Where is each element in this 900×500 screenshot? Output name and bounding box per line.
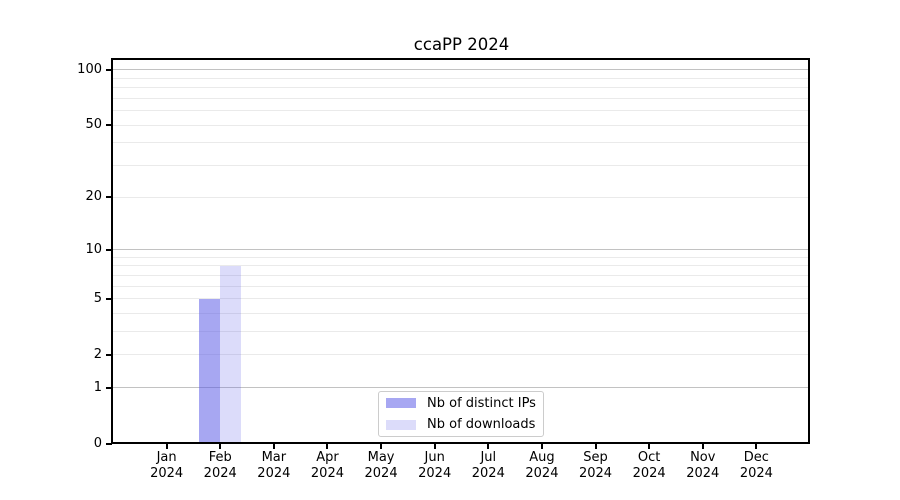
gridline-minor-3 [113, 331, 810, 333]
x-tick-label-apr: Apr 2024 [300, 450, 354, 481]
chart-title: ccaPP 2024 [413, 35, 510, 54]
y-tick-label-1: 1 [93, 379, 102, 395]
x-tick-sep [594, 444, 597, 449]
x-tick-oct [648, 444, 651, 449]
y-tick-50 [106, 124, 112, 127]
x-tick-label-mar: Mar 2024 [247, 450, 301, 481]
y-tick-5 [106, 297, 112, 300]
bar-feb-series1 [220, 265, 242, 444]
x-tick-jul [487, 444, 490, 449]
gridline-major-1 [113, 387, 810, 389]
gridline-minor-20 [113, 196, 810, 198]
plot-frame [111, 58, 810, 444]
x-tick-month: Feb [208, 450, 232, 465]
gridline-minor-90 [113, 77, 810, 79]
y-tick-10 [106, 248, 112, 251]
gridline-minor-70 [113, 97, 810, 99]
y-tick-20 [106, 196, 112, 199]
x-tick-year: 2024 [739, 465, 773, 481]
x-tick-year: 2024 [525, 465, 559, 481]
x-tick-month: Mar [261, 450, 287, 465]
x-tick-year: 2024 [257, 465, 291, 481]
y-tick-label-5: 5 [93, 290, 102, 306]
x-tick-year: 2024 [471, 465, 505, 481]
gridline-minor-50 [113, 124, 810, 126]
legend-swatch-downloads-icon [386, 419, 416, 430]
legend-label-downloads: Nb of downloads [427, 417, 536, 433]
x-tick-label-nov: Nov 2024 [676, 450, 730, 481]
y-tick-label-0: 0 [93, 436, 102, 451]
x-tick-mar [272, 444, 275, 449]
x-tick-label-jan: Jan 2024 [140, 450, 194, 481]
x-tick-month: Jan [156, 450, 177, 465]
x-tick-label-may: May 2024 [354, 450, 408, 481]
x-tick-month: Jun [424, 450, 445, 465]
x-tick-month: Aug [529, 450, 555, 465]
y-tick-label-2: 2 [93, 346, 102, 362]
y-tick-label-10: 10 [85, 241, 102, 257]
legend-item-distinct-ips: Nb of distinct IPs [379, 394, 543, 413]
x-tick-aug [540, 444, 543, 449]
x-tick-label-feb: Feb 2024 [193, 450, 247, 481]
x-tick-year: 2024 [578, 465, 613, 481]
x-tick-month: Dec [743, 450, 769, 465]
x-tick-year: 2024 [310, 465, 344, 481]
x-tick-year: 2024 [150, 465, 184, 481]
legend-label-distinct-ips: Nb of distinct IPs [427, 395, 536, 411]
gridline-minor-5 [113, 298, 810, 300]
gridline-minor-2 [113, 354, 810, 356]
x-tick-label-sep: Sep 2024 [569, 450, 623, 481]
x-tick-feb [219, 444, 222, 449]
x-tick-label-oct: Oct 2024 [622, 450, 676, 481]
x-tick-year: 2024 [364, 465, 398, 481]
x-tick-nov [701, 444, 704, 449]
x-tick-month: Jul [480, 450, 497, 465]
x-tick-month: Apr [316, 450, 339, 465]
gridline-minor-8 [113, 265, 810, 267]
gridline-major-10 [113, 249, 810, 251]
legend: Nb of distinct IPs Nb of downloads [378, 391, 544, 437]
x-tick-label-jun: Jun 2024 [408, 450, 462, 481]
legend-item-downloads: Nb of downloads [379, 416, 543, 435]
gridline-minor-6 [113, 285, 810, 287]
x-tick-dec [755, 444, 758, 449]
y-tick-1 [106, 386, 112, 389]
gridline-minor-30 [113, 165, 810, 167]
bar-feb-series0 [199, 298, 221, 444]
y-tick-label-50: 50 [85, 117, 102, 133]
x-tick-month: Sep [583, 450, 608, 465]
x-tick-label-dec: Dec 2024 [729, 450, 783, 481]
x-tick-label-aug: Aug 2024 [515, 450, 569, 481]
legend-swatch-distinct-ips-icon [386, 398, 416, 409]
gridline-minor-9 [113, 256, 810, 258]
y-tick-label-100: 100 [77, 61, 102, 77]
x-tick-year: 2024 [632, 465, 666, 481]
x-tick-month: May [367, 450, 395, 465]
y-tick-label-20: 20 [85, 189, 102, 205]
x-tick-year: 2024 [418, 465, 452, 481]
x-tick-may [380, 444, 383, 449]
x-tick-year: 2024 [203, 465, 237, 481]
gridline-minor-7 [113, 274, 810, 276]
x-tick-month: Nov [690, 450, 716, 465]
y-tick-2 [106, 353, 112, 356]
y-tick-0 [106, 443, 112, 445]
x-tick-year: 2024 [686, 465, 720, 481]
gridline-minor-60 [113, 110, 810, 112]
gridline-major-100 [113, 69, 810, 71]
x-tick-apr [326, 444, 329, 449]
x-tick-label-jul: Jul 2024 [461, 450, 515, 481]
x-tick-jan [165, 444, 168, 449]
x-tick-jun [433, 444, 436, 449]
y-tick-100 [106, 68, 112, 71]
gridline-minor-40 [113, 142, 810, 144]
gridline-minor-80 [113, 87, 810, 89]
gridline-minor-4 [113, 313, 810, 314]
x-tick-month: Oct [637, 450, 661, 465]
